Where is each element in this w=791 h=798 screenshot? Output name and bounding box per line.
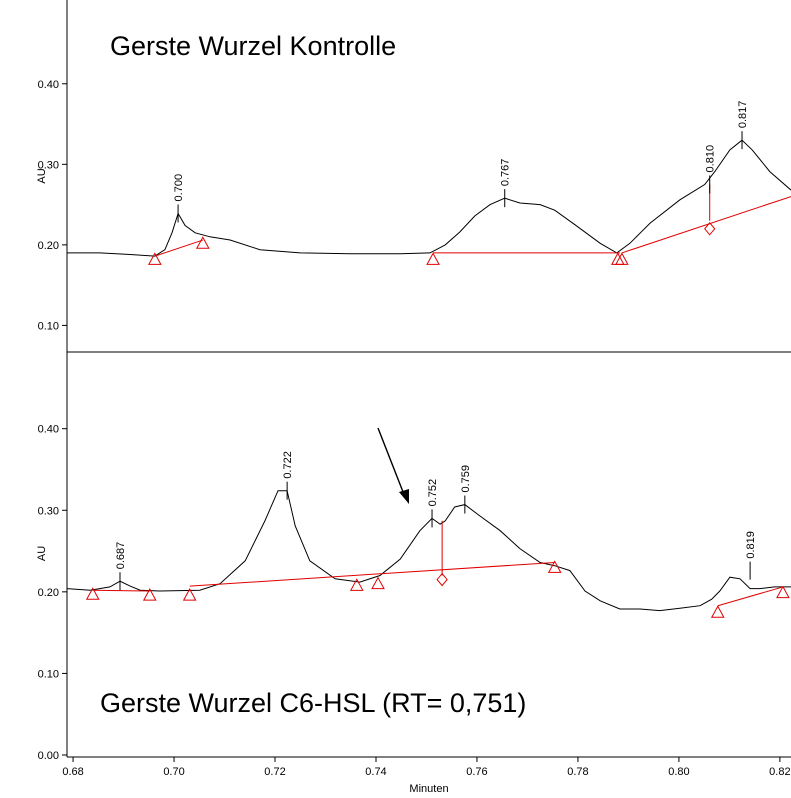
peak-marker — [776, 585, 790, 599]
panel-title: Gerste Wurzel C6-HSL (RT= 0,751) — [100, 688, 526, 718]
peak-marker — [426, 252, 440, 265]
panel-title: Gerste Wurzel Kontrolle — [110, 31, 396, 61]
peak-marker — [710, 605, 725, 618]
x-tick-label: 0.68 — [62, 766, 83, 778]
peak-marker — [436, 572, 448, 587]
x-tick-label: 0.70 — [163, 766, 184, 778]
peak-label: 0.819 — [745, 531, 757, 559]
y-axis-label: AU — [36, 546, 48, 561]
peak-label: 0.722 — [282, 451, 294, 479]
peak-marker — [148, 252, 162, 265]
peak-marker — [85, 587, 100, 600]
baseline — [92, 589, 150, 592]
x-tick-label: 0.82 — [769, 766, 790, 778]
y-tick-label: 0.20 — [38, 240, 59, 252]
y-tick-label: 0.40 — [38, 424, 59, 436]
x-axis-label: Minuten — [409, 783, 448, 795]
y-tick-label: 0.10 — [38, 320, 59, 332]
peak-marker — [182, 588, 197, 601]
baseline — [621, 196, 791, 254]
peak-label: 0.700 — [173, 174, 185, 202]
peak-label: 0.817 — [737, 101, 749, 129]
peak-marker — [615, 252, 629, 265]
baseline — [189, 561, 555, 587]
y-tick-label: 0.30 — [38, 159, 59, 171]
x-tick-label: 0.72 — [264, 766, 285, 778]
peak-label: 0.767 — [500, 159, 512, 187]
trace — [67, 490, 791, 612]
peak-marker — [610, 252, 625, 265]
arrow — [377, 427, 406, 498]
arrow-head — [399, 489, 409, 504]
peak-marker — [349, 578, 364, 591]
peak-marker — [547, 560, 562, 573]
x-tick-label: 0.76 — [466, 766, 487, 778]
peak-label: 0.759 — [460, 465, 472, 493]
y-tick-label: 0.00 — [38, 750, 59, 762]
baseline — [717, 586, 784, 607]
y-tick-label: 0.30 — [38, 505, 59, 517]
y-tick-label: 0.40 — [38, 79, 59, 91]
peak-label: 0.810 — [705, 145, 717, 173]
peak-marker — [142, 588, 157, 601]
x-tick-label: 0.80 — [668, 766, 689, 778]
y-axis-label: AU — [36, 168, 48, 183]
y-tick-label: 0.20 — [38, 587, 59, 599]
peak-label: 0.752 — [427, 479, 439, 507]
peak-marker — [371, 576, 385, 590]
y-tick-label: 0.10 — [38, 668, 59, 680]
x-tick-label: 0.74 — [365, 766, 386, 778]
peak-marker — [704, 221, 716, 236]
peak-label: 0.687 — [115, 542, 127, 570]
x-tick-label: 0.78 — [567, 766, 588, 778]
peak-marker — [195, 236, 210, 249]
baseline — [154, 239, 203, 257]
